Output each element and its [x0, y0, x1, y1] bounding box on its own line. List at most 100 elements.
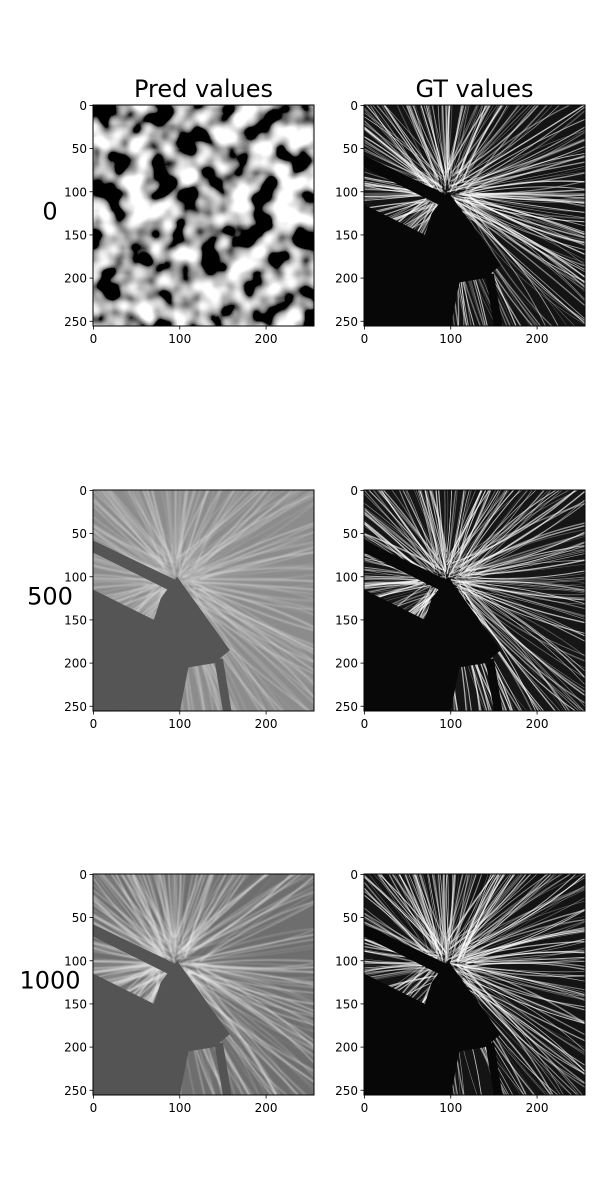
image-ray	[194, 964, 314, 1008]
image-ray	[93, 582, 172, 649]
image-ray	[364, 116, 444, 181]
image-ray	[364, 578, 424, 581]
image-ray	[454, 126, 585, 189]
image-ray	[465, 106, 585, 189]
image-ray	[438, 490, 447, 571]
image-ray	[93, 579, 153, 584]
image-ray	[364, 921, 444, 962]
image-beam	[485, 658, 503, 711]
image-ray	[187, 581, 314, 611]
image-ray	[466, 199, 585, 283]
image-ray	[450, 874, 512, 949]
image-ray	[460, 197, 585, 241]
image-ray	[188, 580, 314, 592]
image-ray	[446, 490, 457, 575]
image-ray	[93, 560, 153, 578]
image-ray	[455, 118, 585, 190]
image-ray	[422, 874, 438, 958]
image-ray	[462, 874, 564, 950]
image-ray	[367, 490, 435, 564]
image-ray	[364, 575, 446, 578]
image-ray	[393, 874, 445, 942]
image-ray	[93, 959, 162, 966]
image-ray	[451, 968, 585, 1048]
image-ray	[451, 874, 548, 961]
image-ray	[173, 490, 176, 557]
x-tick-label: 0	[90, 717, 98, 731]
image	[364, 105, 585, 326]
image-ray	[183, 967, 314, 1017]
image-ray	[190, 496, 314, 579]
x-tick-label: 200	[526, 717, 549, 731]
image-ray	[465, 200, 585, 287]
image-ray	[459, 582, 585, 624]
image-ray	[364, 918, 433, 959]
image-ray	[472, 131, 585, 191]
image-ray	[97, 874, 159, 954]
image-ray	[93, 580, 149, 585]
image-ray	[191, 962, 314, 983]
image-ray	[455, 192, 585, 195]
image-ray	[364, 964, 438, 1032]
image-ray	[189, 540, 314, 578]
image-ray	[177, 490, 188, 553]
image-ray	[364, 907, 440, 960]
image-ray	[184, 490, 263, 566]
image-ray	[364, 576, 427, 580]
image-ray	[472, 551, 585, 576]
image-ray	[462, 196, 585, 267]
image-ray	[381, 105, 446, 194]
image-ray	[412, 874, 441, 955]
image-ray	[181, 490, 199, 566]
image-ray	[448, 105, 560, 183]
image-ray	[461, 874, 505, 959]
image-ray	[179, 490, 281, 569]
image-ray	[93, 577, 162, 580]
y-tick-label: 150	[64, 228, 87, 242]
image-ray	[451, 490, 577, 564]
image-ray	[458, 547, 585, 579]
image-ray	[450, 490, 507, 573]
image-ray	[452, 963, 585, 996]
image-ray	[464, 541, 585, 571]
image-ray	[132, 874, 165, 953]
image-ray	[182, 874, 270, 949]
image-ray	[446, 105, 479, 169]
image-ray	[464, 545, 585, 575]
image-ray	[457, 105, 525, 184]
image-ray	[179, 490, 234, 562]
image-ray	[181, 594, 314, 699]
image-ray	[467, 589, 585, 679]
image-ray	[465, 194, 585, 208]
image-ray	[461, 570, 585, 580]
image	[364, 490, 585, 711]
image-ray	[450, 874, 483, 945]
image-ray	[93, 528, 172, 568]
image-ray	[96, 490, 166, 565]
image-ray	[364, 195, 441, 209]
image-ray	[459, 909, 585, 963]
image-ray	[450, 578, 585, 601]
image-ray	[364, 201, 445, 250]
image-ray	[93, 894, 152, 958]
image-ray	[463, 967, 585, 1036]
image-ray	[446, 105, 572, 194]
image-ray	[446, 490, 472, 557]
image-ray	[364, 180, 431, 195]
image-ray	[177, 965, 314, 994]
x-tick-label: 100	[439, 717, 462, 731]
image-ray	[364, 583, 446, 598]
image-ray	[131, 490, 175, 577]
image-ray	[364, 195, 433, 223]
image-ray	[364, 128, 437, 185]
image-ray	[185, 976, 314, 1056]
image-ray	[364, 586, 427, 595]
image-ray	[450, 490, 580, 571]
image-ray	[466, 874, 547, 954]
image-ray	[106, 490, 168, 561]
image-ray	[184, 490, 240, 571]
image-ray	[364, 588, 440, 671]
image-ray	[179, 582, 314, 615]
image-ray	[407, 105, 439, 190]
image-ray	[364, 970, 434, 1038]
